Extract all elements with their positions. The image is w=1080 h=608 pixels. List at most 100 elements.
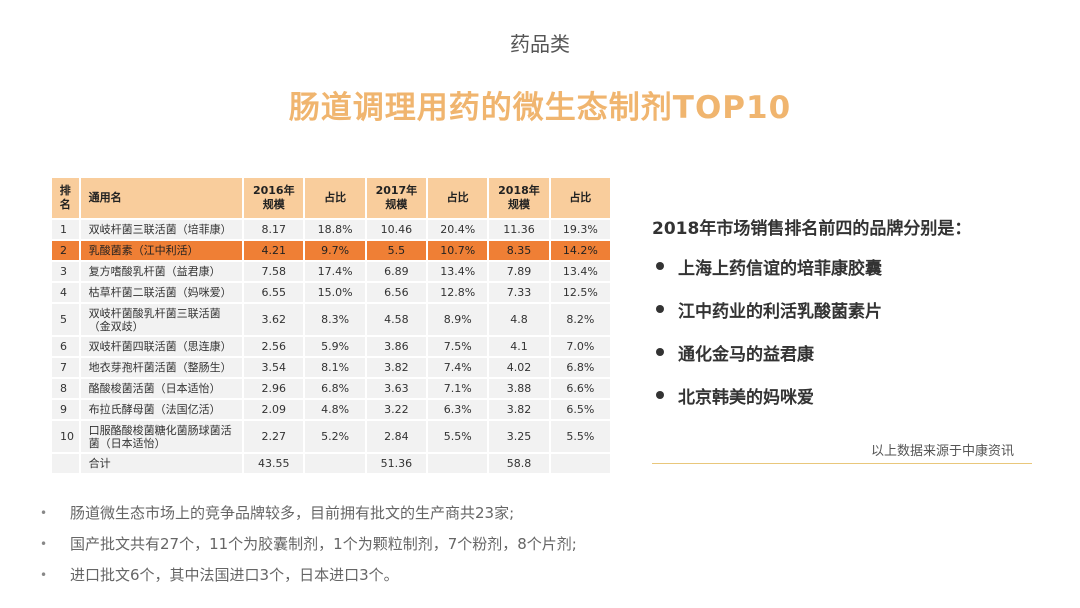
cell-name: 双岐杆菌三联活菌（培菲康） [80, 220, 243, 239]
cell-rank: 1 [52, 220, 79, 239]
table-row: 6 双岐杆菌四联活菌（思连康） 2.56 5.9% 3.86 7.5% 4.1 … [52, 337, 610, 356]
cell-2017: 5.5 [366, 241, 427, 260]
cell-share-2017: 13.4% [428, 262, 488, 281]
cell-rank: 2 [52, 241, 79, 260]
cell-share-2016: 4.8% [305, 400, 365, 419]
top-brands-heading: 2018年市场销售排名前四的品牌分别是： [652, 219, 972, 239]
cell-2016: 4.21 [244, 241, 304, 260]
table-row: 8 酪酸梭菌活菌（日本适怡） 2.96 6.8% 3.63 7.1% 3.88 … [52, 379, 610, 398]
table-row: 5 双岐杆菌酸乳杆菌三联活菌（金双歧） 3.62 8.3% 4.58 8.9% … [52, 304, 610, 335]
cell-2017: 3.86 [366, 337, 427, 356]
table-row-highlighted: 2 乳酸菌素（江中利活） 4.21 9.7% 5.5 10.7% 8.35 14… [52, 241, 610, 260]
bullet-dot-icon [656, 305, 664, 313]
header-name: 通用名 [80, 178, 243, 218]
cell-2016: 2.27 [244, 421, 304, 452]
cell-share-2016: 8.3% [305, 304, 365, 335]
cell-2016: 8.17 [244, 220, 304, 239]
table-row: 9 布拉氏酵母菌（法国亿活） 2.09 4.8% 3.22 6.3% 3.82 … [52, 400, 610, 419]
source-divider [652, 463, 1032, 464]
cell-share-2017: 10.7% [428, 241, 488, 260]
cell-2018: 4.8 [489, 304, 549, 335]
cell-share-2017 [428, 454, 488, 473]
header-share-2018: 占比 [550, 178, 610, 218]
table-row: 3 复方嗜酸乳杆菌（益君康） 7.58 17.4% 6.89 13.4% 7.8… [52, 262, 610, 281]
bullet-dot-icon [656, 262, 664, 270]
cell-2018: 7.33 [489, 283, 549, 302]
table-row: 4 枯草杆菌二联活菌（妈咪爱） 6.55 15.0% 6.56 12.8% 7.… [52, 283, 610, 302]
cell-share-2018: 7.0% [550, 337, 610, 356]
cell-2016: 3.62 [244, 304, 304, 335]
cell-share-2018: 6.5% [550, 400, 610, 419]
cell-2018: 4.02 [489, 358, 549, 377]
cell-rank: 9 [52, 400, 79, 419]
bullet-dot-icon [656, 348, 664, 356]
cell-2016: 6.55 [244, 283, 304, 302]
cell-share-2017: 12.8% [428, 283, 488, 302]
cell-rank: 10 [52, 421, 79, 452]
table-header-row: 排名 通用名 2016年规模 占比 2017年规模 占比 2018年规模 占比 [52, 178, 610, 218]
cell-share-2016: 5.9% [305, 337, 365, 356]
cell-2018: 8.35 [489, 241, 549, 260]
cell-share-2018: 14.2% [550, 241, 610, 260]
cell-share-2017: 7.1% [428, 379, 488, 398]
total-label: 合计 [80, 454, 243, 473]
cell-share-2018: 6.8% [550, 358, 610, 377]
cell-2016: 2.09 [244, 400, 304, 419]
bullet-dot-icon: • [40, 537, 48, 551]
cell-rank: 3 [52, 262, 79, 281]
cell-2018: 3.88 [489, 379, 549, 398]
cell-name: 口服酪酸梭菌糖化菌肠球菌活菌（日本适怡） [80, 421, 243, 452]
table-total-row: 合计 43.55 51.36 58.8 [52, 454, 610, 473]
header-share-2016: 占比 [305, 178, 365, 218]
bullet-dot-icon [656, 391, 664, 399]
cell-share-2017: 7.4% [428, 358, 488, 377]
header-rank: 排名 [52, 178, 79, 218]
list-item: • 进口批文6个，其中法国进口3个，日本进口3个。 [40, 562, 577, 593]
data-source-note: 以上数据来源于中康资讯 [870, 444, 1014, 459]
cell-2017: 3.63 [366, 379, 427, 398]
cell-share-2018: 5.5% [550, 421, 610, 452]
cell-2017: 3.22 [366, 400, 427, 419]
note-text: 国产批文共有27个，11个为胶囊制剂，1个为颗粒制剂，7个粉剂，8个片剂; [70, 535, 577, 553]
category-label: 药品类 [510, 32, 570, 56]
cell-rank: 8 [52, 379, 79, 398]
cell-name: 枯草杆菌二联活菌（妈咪爱） [80, 283, 243, 302]
cell-rank: 6 [52, 337, 79, 356]
cell-share-2018: 19.3% [550, 220, 610, 239]
cell-share-2017: 20.4% [428, 220, 488, 239]
cell-2016: 7.58 [244, 262, 304, 281]
list-item: 上海上药信谊的培菲康胶囊 [652, 254, 882, 297]
total-2017: 51.36 [366, 454, 427, 473]
brand-text: 北京韩美的妈咪爱 [678, 388, 814, 408]
cell-name: 布拉氏酵母菌（法国亿活） [80, 400, 243, 419]
cell-2016: 3.54 [244, 358, 304, 377]
cell-2017: 6.56 [366, 283, 427, 302]
cell-share-2017: 7.5% [428, 337, 488, 356]
table-row: 10 口服酪酸梭菌糖化菌肠球菌活菌（日本适怡） 2.27 5.2% 2.84 5… [52, 421, 610, 452]
cell-2017: 6.89 [366, 262, 427, 281]
cell-2018: 3.25 [489, 421, 549, 452]
cell-2018: 7.89 [489, 262, 549, 281]
cell-share-2018 [550, 454, 610, 473]
cell-rank: 5 [52, 304, 79, 335]
header-2017: 2017年规模 [366, 178, 427, 218]
header-2018: 2018年规模 [489, 178, 549, 218]
cell-share-2016: 9.7% [305, 241, 365, 260]
list-item: • 国产批文共有27个，11个为胶囊制剂，1个为颗粒制剂，7个粉剂，8个片剂; [40, 531, 577, 562]
cell-2016: 2.56 [244, 337, 304, 356]
cell-share-2017: 5.5% [428, 421, 488, 452]
list-item: • 肠道微生态市场上的竞争品牌较多，目前拥有批文的生产商共23家; [40, 500, 577, 531]
cell-2018: 4.1 [489, 337, 549, 356]
cell-share-2018: 6.6% [550, 379, 610, 398]
cell-2017: 10.46 [366, 220, 427, 239]
cell-2017: 3.82 [366, 358, 427, 377]
note-text: 进口批文6个，其中法国进口3个，日本进口3个。 [70, 566, 399, 584]
cell-rank: 7 [52, 358, 79, 377]
cell-share-2016: 18.8% [305, 220, 365, 239]
cell-rank [52, 454, 79, 473]
cell-2017: 2.84 [366, 421, 427, 452]
bullet-dot-icon: • [40, 568, 48, 582]
header-share-2017: 占比 [428, 178, 488, 218]
cell-name: 酪酸梭菌活菌（日本适怡） [80, 379, 243, 398]
cell-share-2018: 13.4% [550, 262, 610, 281]
